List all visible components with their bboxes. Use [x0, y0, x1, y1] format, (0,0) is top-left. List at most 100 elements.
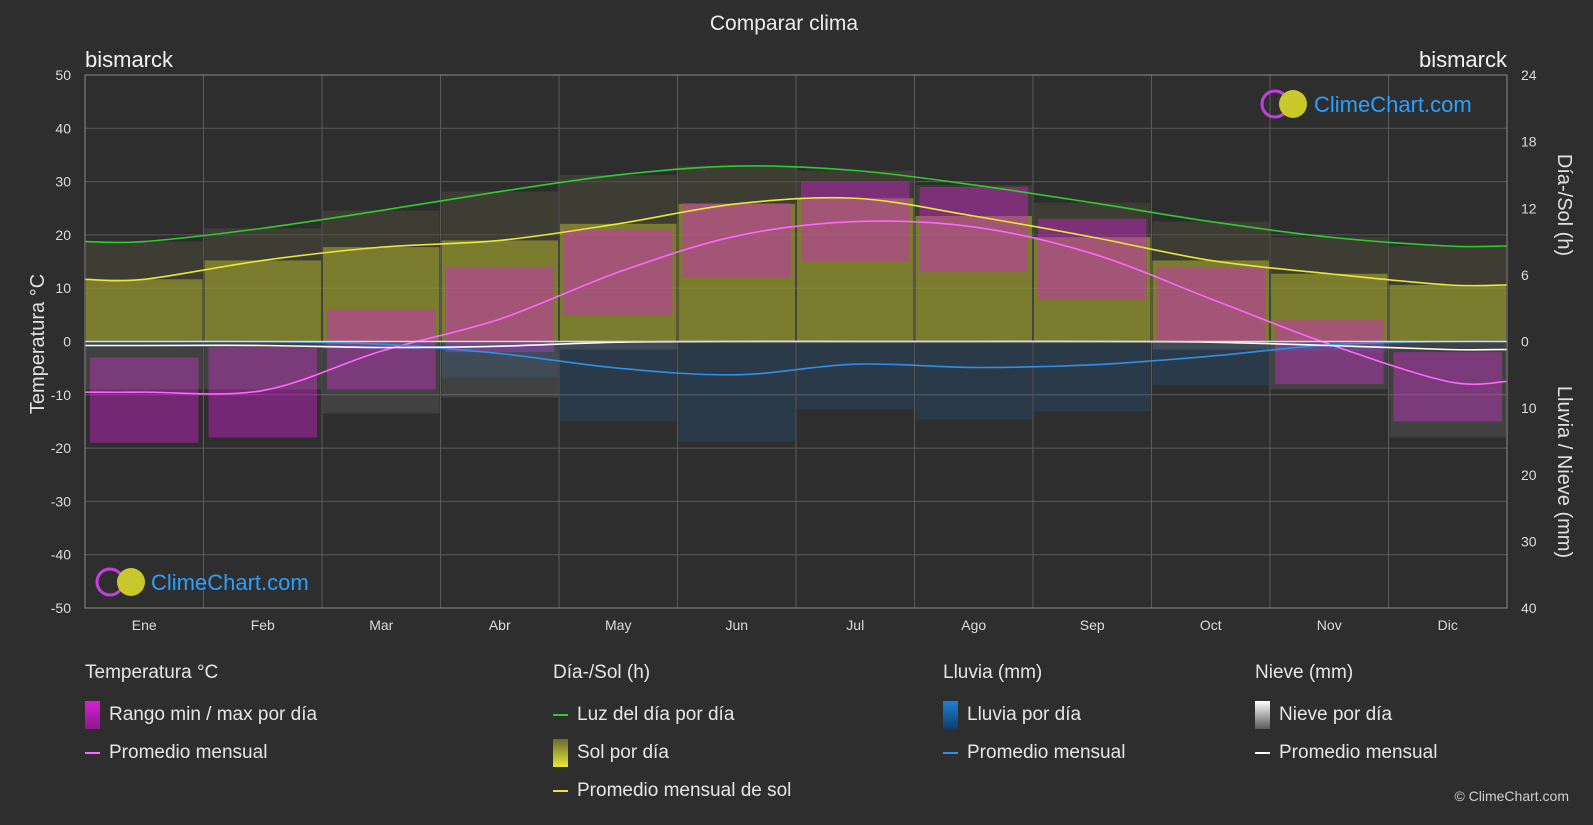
sunshine-bar: [86, 279, 203, 342]
y-left-tick-label: 50: [55, 67, 71, 83]
legend-snow-title: Nieve (mm): [1255, 662, 1354, 683]
y-left-tick-label: -40: [51, 547, 71, 563]
legend-label: Promedio mensual: [967, 742, 1126, 763]
logo-sun-icon: [117, 568, 145, 596]
y-axis-right-bottom-label: Lluvia / Nieve (mm): [1553, 386, 1575, 558]
temp-avg-swatch: [85, 752, 100, 754]
y-right-bottom-tick-label: 40: [1521, 600, 1537, 616]
legend-rain: Lluvia (mm) Lluvia por día Promedio mens…: [943, 662, 1125, 772]
rain-bar: [1152, 341, 1269, 386]
temp-avg-line: [84, 220, 1508, 395]
y-left-tick-label: 30: [55, 174, 71, 190]
sunshine-bar: [204, 260, 321, 342]
legend-label: Promedio mensual de sol: [577, 780, 792, 801]
y-left-tick-label: 10: [55, 280, 71, 296]
rain-bar: [323, 341, 440, 350]
temp-range-bar: [327, 309, 436, 390]
y-left-tick-label: -50: [51, 600, 71, 616]
y-axis-left-label: Temperatura °C: [27, 274, 49, 414]
logo-sun-icon: [1279, 90, 1307, 118]
snow-bar: [86, 341, 203, 390]
rain-bar: [678, 341, 795, 442]
legend-label: Rango min / max por día: [109, 704, 318, 725]
sunshine-bar: [915, 216, 1032, 342]
snow-bar: [323, 341, 440, 414]
temp-range-bar: [1156, 266, 1265, 342]
rain-bar: [1034, 341, 1151, 412]
legend-snow: Nieve (mm) Nieve por día Promedio mensua…: [1255, 662, 1437, 772]
location-left: bismarck: [85, 47, 174, 72]
location-right: bismarck: [1419, 47, 1508, 72]
temp-range-bar: [445, 266, 554, 353]
legend-daylight-title: Día-/Sol (h): [553, 662, 651, 683]
legend-temperature-title: Temperatura °C: [85, 662, 219, 683]
y-right-bottom-tick-label: 30: [1521, 533, 1537, 549]
y-right-top-tick-label: 0: [1521, 334, 1529, 350]
x-tick-label: Oct: [1200, 617, 1222, 633]
x-tick-label: Jun: [725, 617, 748, 633]
y-left-tick-label: 40: [55, 120, 71, 136]
y-right-top-tick-label: 12: [1521, 200, 1537, 216]
y-right-bottom-tick-label: 20: [1521, 467, 1537, 483]
sun-avg-swatch: [553, 790, 568, 792]
y-right-top-tick-label: 6: [1521, 267, 1529, 283]
copyright-text: © ClimeChart.com: [1454, 788, 1569, 804]
sunshine-bar: [1389, 284, 1506, 342]
y-right-bottom-tick-label: 10: [1521, 400, 1537, 416]
y-right-top-tick-label: 18: [1521, 134, 1537, 150]
sunshine-bar: [678, 203, 795, 342]
legend-label: Promedio mensual: [109, 742, 268, 763]
rain-swatch: [943, 701, 958, 729]
legend-temperature: Temperatura °C Rango min / max por día P…: [85, 662, 317, 772]
temp-range-swatch: [85, 701, 100, 729]
rain-bar: [560, 341, 677, 422]
y-left-tick-label: -30: [51, 493, 71, 509]
y-left-tick-label: -10: [51, 387, 71, 403]
daylight-swatch: [553, 714, 568, 716]
data-bands: [86, 166, 1506, 443]
temp-range-bar: [1393, 352, 1502, 422]
temp-range-bar: [682, 202, 791, 278]
temp-range-bar: [90, 357, 199, 443]
snow-swatch: [1255, 701, 1270, 729]
snow-bar: [441, 341, 558, 398]
sunshine-bar: [1034, 237, 1151, 342]
temp-range-bar: [208, 346, 317, 438]
legend-label: Nieve por día: [1279, 704, 1393, 725]
sunshine-bar: [1152, 260, 1269, 342]
snow-bar: [1271, 341, 1388, 390]
temp-range-bar: [919, 186, 1028, 273]
snow-bar: [204, 341, 321, 390]
x-tick-label: Dic: [1438, 617, 1458, 633]
x-tick-label: Nov: [1317, 617, 1342, 633]
sunshine-bar: [441, 240, 558, 342]
rain-avg-swatch: [943, 752, 958, 754]
rain-bar: [1271, 341, 1388, 352]
legend-label: Sol por día: [577, 742, 669, 763]
brand-text-bottom: ClimeChart.com: [151, 570, 309, 595]
x-tick-label: Feb: [251, 617, 275, 633]
snow-bar: [560, 341, 677, 350]
legend-item: Promedio mensual de sol: [553, 772, 791, 810]
snow-bar: [1389, 341, 1506, 438]
brand-logo-bottom: ClimeChart.com: [95, 567, 309, 597]
snow-bar: [1152, 341, 1269, 350]
legend-item: Promedio mensual: [1255, 734, 1437, 772]
x-tick-label: Abr: [489, 617, 511, 633]
sun-avg-line: [84, 196, 1508, 287]
x-tick-label: Mar: [369, 617, 393, 633]
sunshine-bar: [323, 247, 440, 342]
x-tick-label: Jul: [846, 617, 864, 633]
legend-item: Promedio mensual: [943, 734, 1125, 772]
y-axis-right-top-label: Día-/Sol (h): [1553, 154, 1575, 256]
brand-logo-top: ClimeChart.com: [1260, 89, 1472, 119]
legend-label: Promedio mensual: [1279, 742, 1438, 763]
brand-text-top: ClimeChart.com: [1314, 92, 1472, 117]
legend-rain-title: Lluvia (mm): [943, 662, 1043, 683]
legend-item: Rango min / max por día: [85, 696, 317, 734]
sunshine-swatch: [553, 739, 568, 767]
x-tick-label: Ene: [132, 617, 157, 633]
legend-item: Luz del día por día: [553, 696, 791, 734]
